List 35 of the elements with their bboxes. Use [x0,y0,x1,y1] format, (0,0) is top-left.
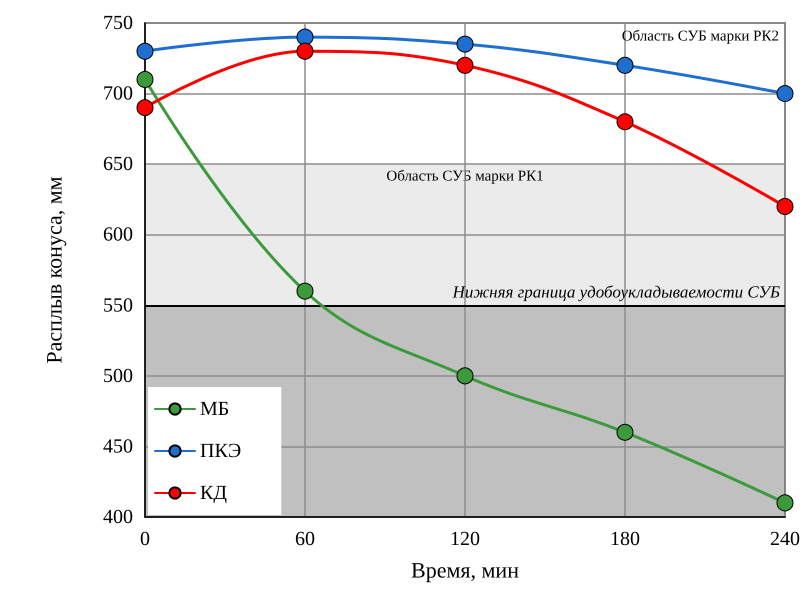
y-tick-label: 750 [103,12,133,34]
x-tick-label: 120 [450,528,480,550]
y-tick-label: 700 [103,82,133,105]
legend-label: ПКЭ [200,440,242,462]
point [616,113,634,130]
point [776,85,794,102]
y-tick-label: 450 [103,435,133,458]
point [136,70,154,88]
legend-label: МБ [200,398,230,420]
point [616,56,634,74]
y-tick-label: 650 [103,153,133,176]
x-tick-label: 240 [770,528,800,550]
point [296,282,314,300]
y-tick-label: 500 [103,364,133,387]
point [136,42,154,60]
x-tick-label: 180 [610,528,640,550]
y-axis-title: Расплыв конуса, мм [42,176,66,364]
point [776,494,794,512]
point [136,99,154,116]
point [296,28,314,46]
x-tick-label: 60 [295,528,315,550]
ref-line-label: Нижняя граница удобоукладываемости СУБ [452,282,780,302]
point [456,367,474,384]
legend-label: КД [200,482,228,504]
point [776,198,794,215]
y-tick-label: 550 [103,294,133,316]
x-axis-title: Время, мин [411,558,520,582]
point [456,36,474,53]
point [296,42,314,60]
annotation: Область СУБ марки РК2 [622,28,779,44]
y-tick-label: 600 [103,224,133,246]
x-tick-label: 0 [140,528,150,550]
y-tick-label: 400 [103,506,133,528]
point [456,56,474,74]
point [616,424,634,441]
